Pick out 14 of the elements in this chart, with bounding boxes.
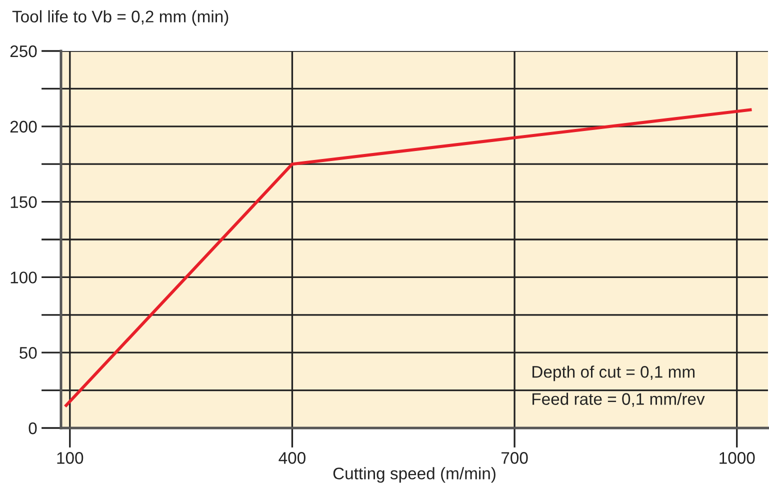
- x-tick-label: 400: [278, 452, 306, 464]
- x-tick-label: 100: [57, 452, 84, 464]
- x-axis-title: Cutting speed (m/min): [333, 467, 496, 483]
- y-tick-label: 200: [10, 120, 37, 133]
- y-axis-title: Tool life to Vb = 0,2 mm (min): [12, 10, 228, 26]
- y-tick-label: 0: [28, 422, 37, 434]
- x-tick-label: 700: [502, 452, 528, 464]
- y-tick-label: 150: [10, 196, 37, 208]
- x-tick-label: 1000: [720, 452, 755, 464]
- y-tick-label: 100: [10, 272, 37, 284]
- annotation: Depth of cut = 0,1 mm: [532, 366, 694, 382]
- y-tick-label: 50: [20, 347, 37, 359]
- annotation: Feed rate = 0,1 mm/rev: [532, 392, 705, 407]
- y-tick-label: 250: [10, 45, 37, 58]
